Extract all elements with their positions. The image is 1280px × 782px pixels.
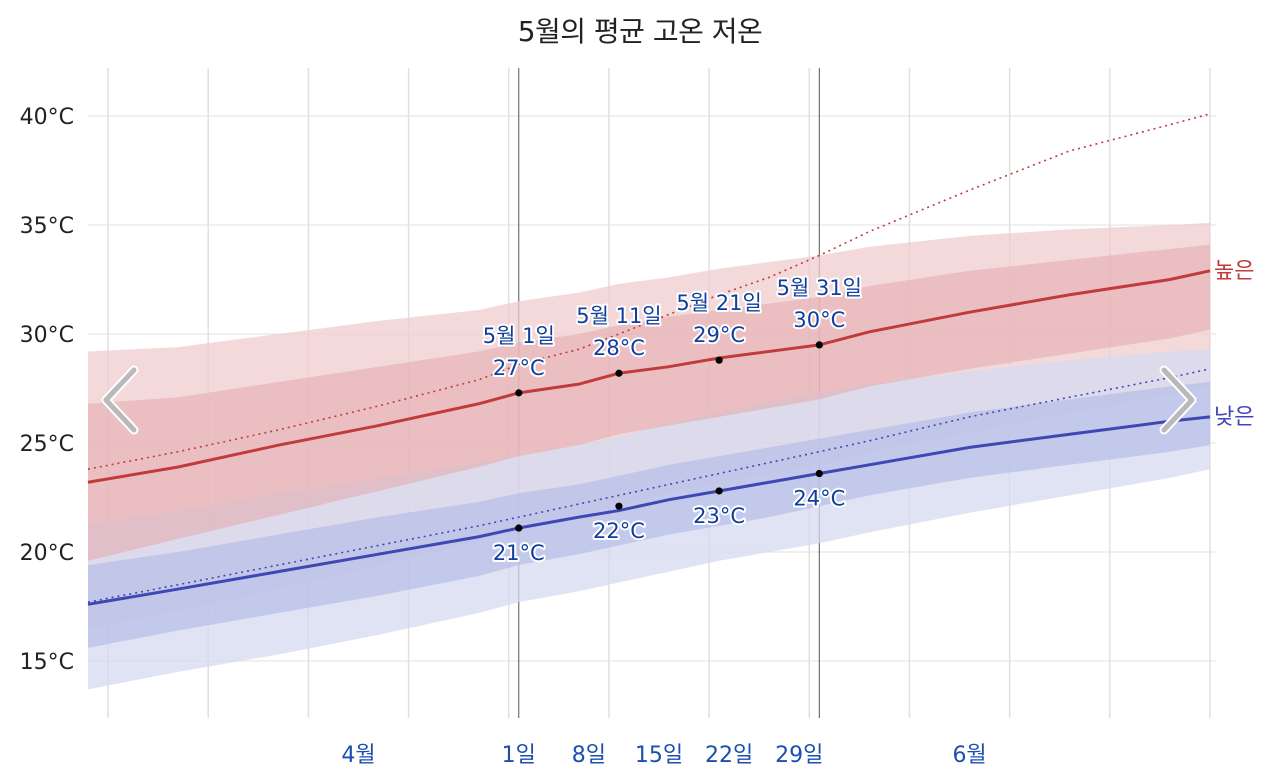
annotation-low-value: 22°C (593, 519, 645, 543)
high-marker-dot (515, 389, 523, 397)
low-marker-dot (615, 502, 623, 510)
y-tick-label: 25°C (20, 432, 74, 457)
low-inner-band (88, 381, 1210, 648)
marker-layer (515, 341, 823, 532)
low-mean-line (87, 415, 1211, 606)
low-marker-dot (515, 524, 523, 532)
series-label-high: 높은 (1214, 259, 1254, 284)
high-marker-dot (815, 341, 823, 349)
high-mean-line (87, 269, 1211, 484)
chevron-left-icon[interactable] (98, 364, 144, 436)
annotation-date-label: 5월 31일 (777, 276, 862, 300)
x-tick-label: 4월 (341, 743, 375, 768)
low-marker-dot (815, 469, 823, 478)
annotation-date-label: 5월 11일 (576, 304, 661, 328)
x-tick-label: 8일 (572, 743, 606, 768)
label-layer: 15°C 20°C 25°C 30°C 35°C 40°C 4월 1일 8일 15일 22일 29일 6… (20, 105, 1255, 768)
annotation-high-value: 27°C (493, 356, 545, 380)
y-tick-label: 35°C (20, 214, 74, 239)
x-tick-label: 22일 (705, 743, 753, 768)
x-tick-label: 6월 (952, 743, 986, 768)
series-label-low: 낮은 (1214, 405, 1254, 430)
annotation-low-value: 24°C (793, 487, 845, 511)
chevron-right-icon[interactable] (1154, 364, 1200, 436)
high-marker-dot (715, 356, 723, 364)
high-marker-dot (615, 369, 623, 377)
chart-title: 5월의 평균 고온 저온 (517, 15, 763, 48)
low-marker-dot (715, 487, 723, 495)
annotation-high-value: 29°C (693, 323, 745, 347)
y-tick-label: 40°C (20, 105, 74, 130)
y-tick-label: 30°C (20, 323, 74, 348)
line-layer (87, 113, 1211, 606)
x-tick-label: 15일 (635, 743, 683, 768)
high-inner-band (88, 244, 1210, 561)
annotation-high-value: 28°C (593, 336, 645, 360)
x-tick-label: 1일 (502, 743, 536, 768)
y-tick-label: 15°C (20, 650, 74, 675)
annotation-date-label: 5월 21일 (676, 291, 761, 315)
x-tick-label: 29일 (775, 743, 823, 768)
y-tick-label: 20°C (20, 541, 74, 566)
annotation-date-label: 5월 1일 (483, 324, 555, 348)
annotation-low-value: 23°C (693, 504, 745, 528)
band-layer (88, 222, 1210, 690)
annotation-low-value: 21°C (493, 541, 545, 565)
annotation-high-value: 30°C (793, 308, 845, 332)
